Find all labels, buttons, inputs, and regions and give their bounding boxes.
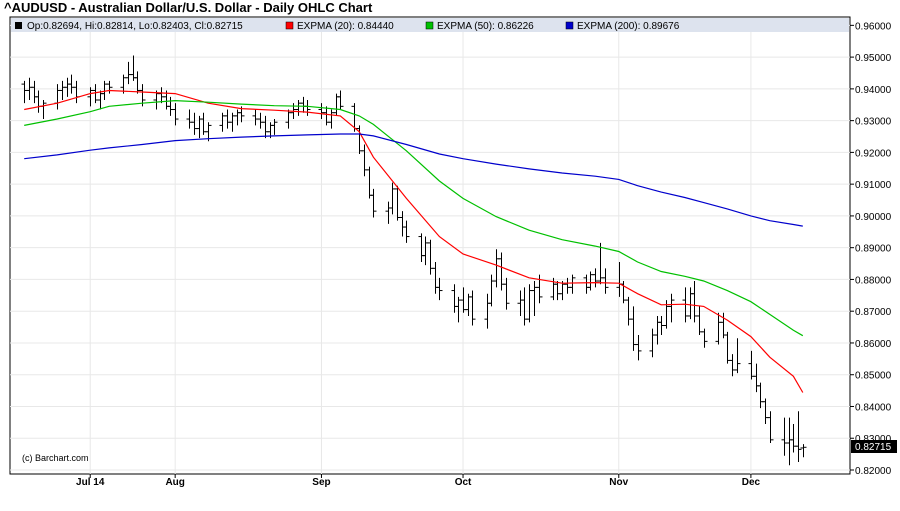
y-tick-label: 0.95000	[855, 53, 892, 64]
legend-ema200: EXPMA (200): 0.89676	[577, 21, 680, 32]
ohlc-bar	[436, 277, 443, 301]
y-tick-label: 0.96000	[855, 21, 892, 32]
y-axis: 0.82000 0.83000 0.84000 0.85000 0.86000 0.870…	[850, 21, 892, 477]
y-tick-label: 0.89000	[855, 244, 892, 255]
x-tick-label: Oct	[455, 477, 472, 488]
ohlc-bar	[569, 274, 576, 294]
ohlc-bar	[106, 80, 113, 94]
y-tick-label: 0.90000	[855, 212, 892, 223]
y-tick-label: 0.83000	[855, 434, 892, 445]
y-tick-label: 0.88000	[855, 275, 892, 286]
ohlc-bar	[503, 277, 510, 310]
y-tick-label: 0.94000	[855, 85, 892, 96]
legend-ohlc: Op:0.82694, Hi:0.82814, Lo:0.82403, Cl:0…	[27, 21, 243, 32]
copyright-credit: (c) Barchart.com	[22, 453, 89, 463]
ema-line-20	[24, 89, 804, 393]
ohlc-bar	[701, 328, 708, 348]
ema-lines	[24, 89, 804, 393]
y-tick-label: 0.93000	[855, 117, 892, 128]
last-price-box	[851, 440, 897, 453]
y-tick-label: 0.87000	[855, 307, 892, 318]
ohlc-bar	[795, 411, 802, 463]
ohlc-bar	[635, 335, 642, 361]
ohlc-bar	[403, 220, 410, 243]
legend-ema50: EXPMA (50): 0.86226	[437, 21, 534, 32]
y-tick-label: 0.91000	[855, 180, 892, 191]
legend-swatch-ema200	[565, 21, 574, 30]
ohlc-bar	[172, 103, 179, 126]
y-tick-label: 0.84000	[855, 402, 892, 413]
ohlc-bar	[602, 268, 609, 294]
legend-swatch-ema50	[425, 21, 434, 30]
legend-swatch-ema20	[285, 21, 294, 30]
y-tick-label: 0.85000	[855, 371, 892, 382]
ohlc-bar	[337, 90, 344, 110]
x-tick-label: Sep	[312, 477, 330, 488]
x-axis: Jul 14 Aug Sep Oct Nov Dec	[76, 474, 761, 488]
legend-swatch-ohlc	[15, 22, 22, 29]
ohlc-bar	[767, 411, 774, 444]
y-tick-label: 0.82000	[855, 466, 892, 477]
ema-line-50	[24, 99, 804, 337]
ohlc-bar	[370, 188, 377, 218]
chart-title: ^AUDUSD - Australian Dollar/U.S. Dollar …	[4, 0, 373, 15]
x-tick-label: Aug	[165, 477, 184, 488]
ohlc-bar	[271, 119, 278, 135]
ohlc-bar	[668, 293, 675, 323]
y-tick-label: 0.92000	[855, 148, 892, 159]
y-tick-label: 0.86000	[855, 339, 892, 350]
last-price-label: 0.82715	[855, 442, 892, 453]
x-tick-label: Jul 14	[76, 477, 105, 488]
x-tick-label: Dec	[742, 477, 761, 488]
ohlc-bar	[734, 338, 741, 374]
ohlc-bar	[800, 444, 807, 458]
ema-line-200	[24, 133, 803, 227]
ohlc-bar	[469, 290, 476, 326]
legend-ema20: EXPMA (20): 0.84440	[297, 21, 394, 32]
x-tick-label: Nov	[609, 477, 628, 488]
ohlc-bars	[21, 55, 807, 466]
